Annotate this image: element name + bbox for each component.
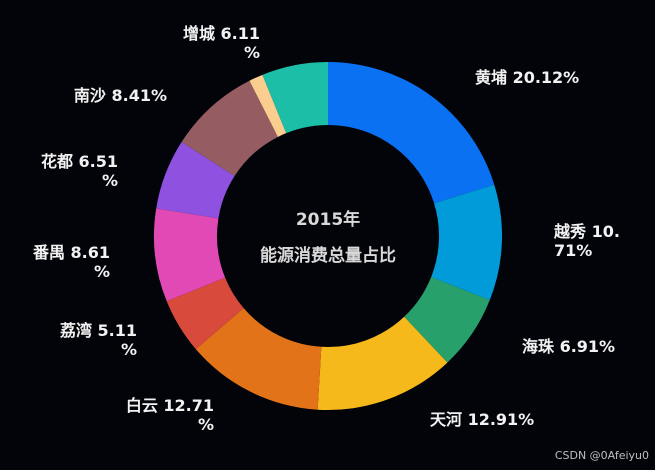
slice-label-增城: 增城 6.11% xyxy=(183,24,260,62)
slice-label-番禺: 番禺 8.61% xyxy=(32,243,110,281)
chart-title-line-1: 2015年 xyxy=(296,209,360,230)
slice-label-荔湾: 荔湾 5.11% xyxy=(59,321,137,359)
slice-花都[interactable] xyxy=(156,141,235,219)
slice-天河[interactable] xyxy=(317,316,448,411)
slice-增城[interactable] xyxy=(262,62,328,134)
slice-黄埔[interactable] xyxy=(328,62,495,204)
slice-label-天河: 天河 12.91% xyxy=(430,410,534,429)
slice-越秀[interactable] xyxy=(431,184,503,301)
slice-label-白云: 白云 12.71% xyxy=(126,396,214,434)
watermark: CSDN @0Afeiyu0 xyxy=(554,449,649,462)
slice-label-黄埔: 黄埔 20.12% xyxy=(475,68,579,87)
chart-title-line-2: 能源消费总量占比 xyxy=(260,245,396,266)
slice-荔湾[interactable] xyxy=(166,277,244,350)
slice-label-南沙: 南沙 8.41% xyxy=(74,86,167,105)
slice-南沙[interactable] xyxy=(181,80,278,177)
donut-slices xyxy=(154,62,503,411)
slice-白云[interactable] xyxy=(195,308,322,410)
slice-unlabeled[interactable] xyxy=(249,74,287,137)
slice-海珠[interactable] xyxy=(404,276,490,363)
slice-label-海珠: 海珠 6.91% xyxy=(522,337,615,356)
slice-番禺[interactable] xyxy=(154,208,226,302)
slice-label-花都: 花都 6.51% xyxy=(41,152,118,190)
slice-label-越秀: 越秀 10. 71% xyxy=(553,222,620,260)
slice-labels: 黄埔 20.12% 越秀 10. 71% 海珠 6.91% 天河 12.91% 白云 12… xyxy=(32,24,620,434)
